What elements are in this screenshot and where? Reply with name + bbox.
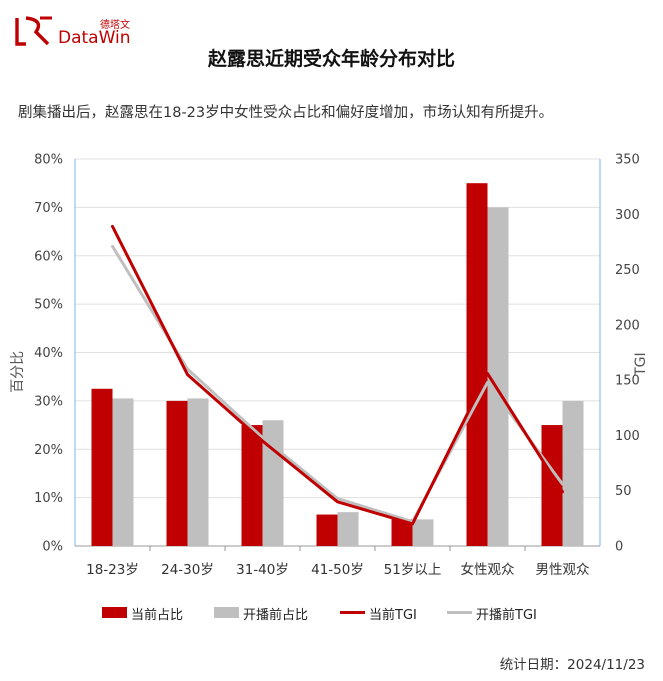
y-left-tick-label: 50%: [34, 298, 63, 313]
logo-chinese-text: 德塔文: [100, 20, 130, 31]
y-right-tick-label: 150: [615, 374, 640, 389]
y-left-tick-label: 30%: [34, 394, 63, 409]
y-left-tick-label: 20%: [34, 443, 63, 458]
datawin-logo: 德塔文 DataWin: [14, 10, 134, 50]
x-tick-label: 男性观众: [536, 562, 590, 578]
stat-date: 统计日期：2024/11/23: [499, 657, 645, 673]
bar-current-share: [391, 519, 413, 546]
y-right-tick-label: 50: [615, 484, 632, 499]
line-before-tgi: [111, 244, 564, 524]
logo-english-text: DataWin: [58, 28, 131, 48]
y-right-tick-label: 350: [615, 153, 640, 168]
x-tick-label: 18-23岁: [86, 562, 139, 578]
x-tick-label: 51岁以上: [384, 562, 442, 578]
y-left-tick-label: 0%: [42, 540, 63, 555]
legend-label: 开播前TGI: [476, 608, 537, 623]
y-right-tick-label: 300: [615, 208, 640, 223]
y-left-tick-label: 10%: [34, 491, 63, 506]
bar-current-share: [91, 388, 113, 546]
chart-title: 赵露思近期受众年龄分布对比: [207, 48, 455, 70]
y-right-tick-label: 100: [615, 429, 640, 444]
bar-before-share: [562, 400, 584, 546]
bar-current-share: [316, 514, 338, 546]
x-tick-label: 24-30岁: [161, 562, 214, 578]
bar-before-share: [412, 519, 434, 546]
chart-legend: 当前占比 开播前占比 当前TGI 开播前TGI: [0, 598, 663, 628]
legend-swatch: [214, 607, 239, 618]
bar-current-share: [166, 400, 188, 546]
y-right-tick-label: 250: [615, 263, 640, 278]
x-tick-label: 女性观众: [461, 561, 515, 578]
x-tick-label: 41-50岁: [311, 562, 364, 578]
y-right-axis-title: TGI: [633, 352, 649, 377]
legend-label: 当前TGI: [369, 608, 417, 623]
datawin-logo-mark: [15, 16, 52, 46]
y-left-tick-label: 70%: [34, 201, 63, 216]
legend-swatch: [102, 607, 127, 618]
combo-chart: 0% 10% 20% 30% 40% 50% 60% 70% 80% 0 50 100 150 200 25…: [10, 153, 649, 579]
legend-label: 当前占比: [131, 608, 184, 623]
y-left-tick-label: 40%: [34, 346, 63, 361]
legend-label: 开播前占比: [243, 608, 309, 623]
bar-before-share: [487, 207, 509, 546]
y-left-tick-label: 80%: [34, 153, 63, 168]
y-left-axis-title: 百分比: [10, 351, 26, 393]
x-tick-label: 31-40岁: [236, 562, 289, 578]
line-current-tgi: [111, 224, 564, 526]
legend-swatch: [447, 611, 472, 614]
y-right-tick-label: 0: [615, 540, 623, 555]
bar-before-share: [112, 398, 134, 546]
bar-before-share: [187, 398, 209, 546]
legend-swatch: [340, 611, 365, 614]
bar-current-share: [241, 425, 263, 546]
y-right-tick-label: 200: [615, 318, 640, 333]
bar-before-share: [337, 512, 359, 546]
bar-current-share: [541, 425, 563, 546]
bar-current-share: [466, 183, 488, 546]
y-left-tick-label: 60%: [34, 249, 63, 264]
chart-subtitle: 剧集播出后，赵露思在18-23岁中女性受众占比和偏好度增加，市场认知有所提升。: [18, 105, 554, 121]
